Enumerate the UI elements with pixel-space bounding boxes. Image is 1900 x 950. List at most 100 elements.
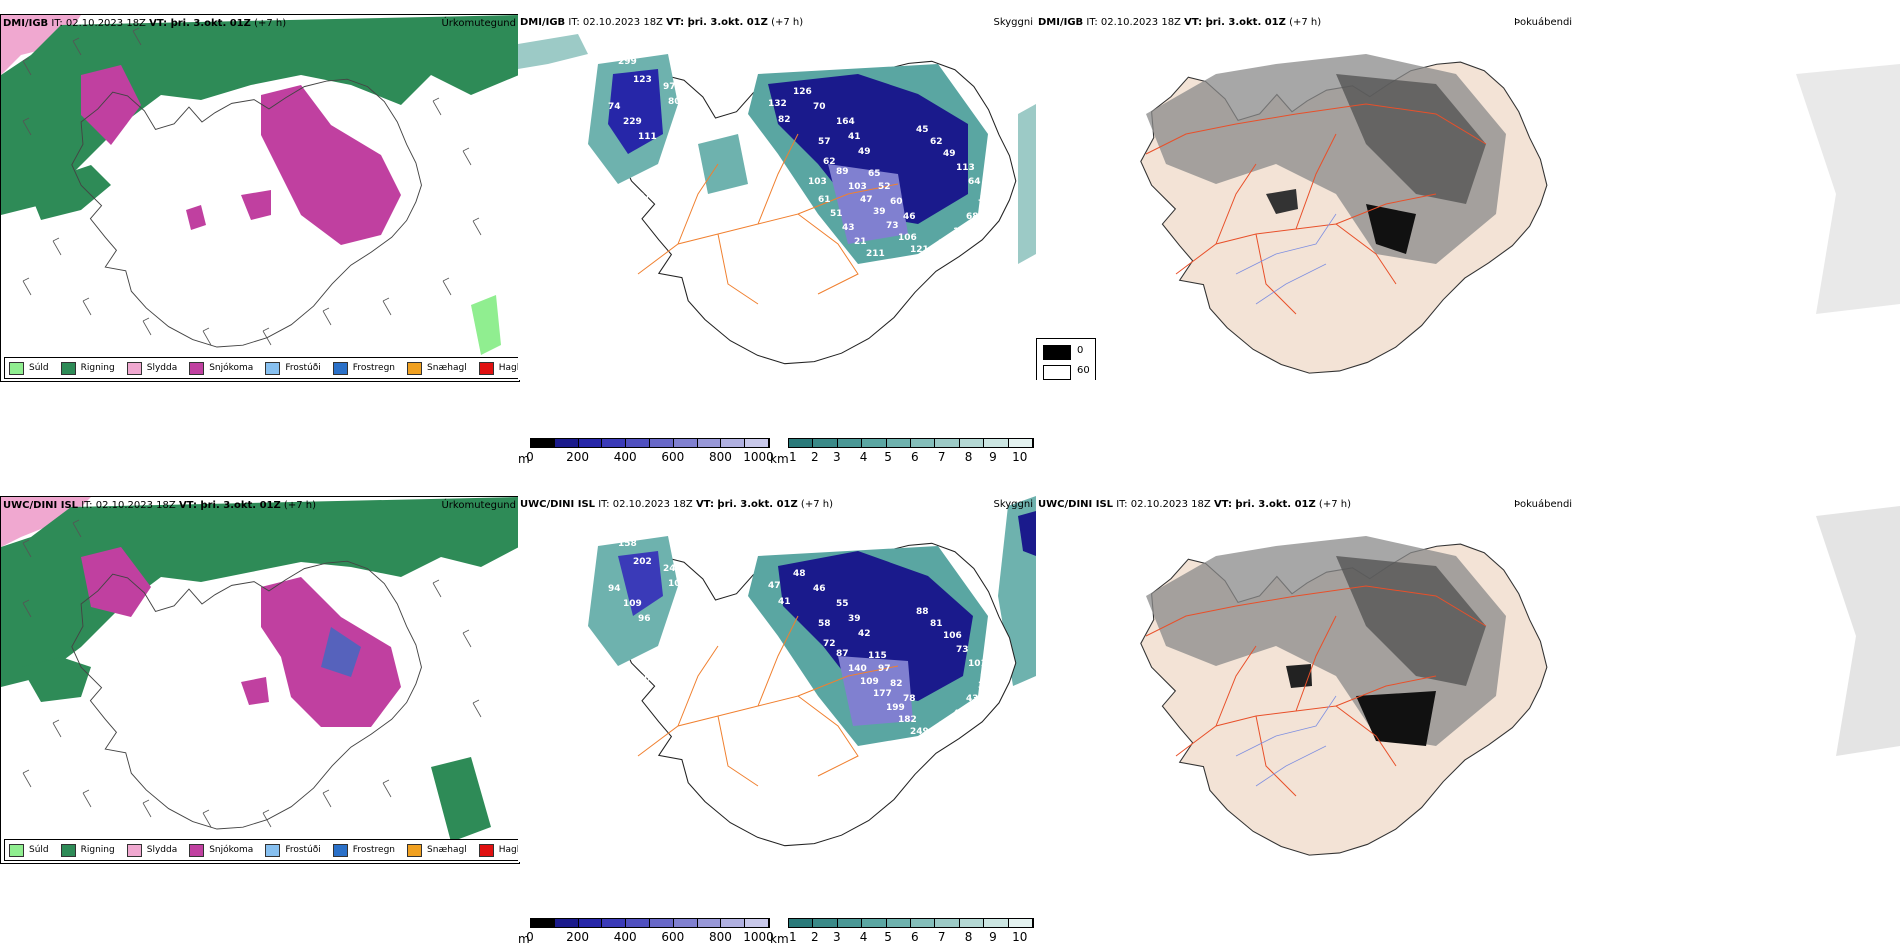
cloud-base-label: 37 xyxy=(980,673,993,683)
colorbar-bin xyxy=(531,919,555,927)
cloud-base-label: 72 xyxy=(823,639,836,649)
panel-header: UWC/DINI ISL IT: 02.10.2023 18Z VT: þri.… xyxy=(1038,499,1351,510)
legend-swatch xyxy=(126,361,142,375)
colorbar-bin xyxy=(935,919,960,927)
legend-item: Haglél xyxy=(478,843,520,857)
colorbar-tick: 800 xyxy=(708,450,732,464)
model-name: UWC/DINI ISL xyxy=(1038,499,1114,510)
init-time-label: IT: xyxy=(568,17,580,28)
colorbar-bin xyxy=(1008,439,1034,447)
cloud-base-label: 101 xyxy=(668,579,687,589)
panel-header: UWC/DINI ISL IT: 02.10.2023 18Z VT: þri.… xyxy=(520,499,833,510)
colorbar-bin xyxy=(578,439,603,447)
cloud-base-label: 72 xyxy=(678,624,691,634)
legend-label: Haglél xyxy=(498,363,520,373)
cloud-base-label: 164 xyxy=(836,117,855,127)
legend-item: Snæhagl xyxy=(407,361,467,375)
legend-item: Súld xyxy=(9,361,49,375)
init-time-value: 02.10.2023 18Z xyxy=(95,500,176,511)
cloud-base-colorbar-row1: m 0 200 400 600 800 1000 xyxy=(518,438,774,470)
precip-type-map-row2 xyxy=(1,497,519,863)
colorbar-tick: 800 xyxy=(708,930,732,944)
cloud-base-label: 57 xyxy=(938,239,951,249)
cloud-base-label: 51 xyxy=(830,209,843,219)
colorbar-tick: 6 xyxy=(911,450,919,464)
model-name: DMI/IGB xyxy=(520,17,566,28)
cloud-base-label: 82 xyxy=(890,679,903,689)
cloud-base-label: 70 xyxy=(813,102,826,112)
cloud-base-label: 68 xyxy=(966,212,979,222)
colorbar-bin xyxy=(602,439,627,447)
panel-header: DMI/IGB IT: 02.10.2023 18Z VT: þri. 3.ok… xyxy=(520,17,803,28)
cloud-base-label: 73 xyxy=(886,221,899,231)
panel-title: Skyggni xyxy=(993,499,1033,510)
valid-time: VT: þri. 3.okt. 01Z xyxy=(178,500,281,511)
cloud-base-label: 124 xyxy=(743,197,762,207)
cloud-base-label: 46 xyxy=(903,212,916,222)
model-name: DMI/IGB xyxy=(1038,17,1084,28)
colorbar-tick: 1 xyxy=(789,450,797,464)
cloud-base-label: 106 xyxy=(943,631,962,641)
colorbar-tick: 2 xyxy=(811,930,819,944)
cloud-base-label: 158 xyxy=(618,539,637,549)
colorbar-bin xyxy=(789,919,814,927)
cloud-base-label: 158 xyxy=(588,674,607,684)
init-time-label: IT: xyxy=(598,499,610,510)
legend-item: Rigning xyxy=(60,361,115,375)
legend-label: Haglél xyxy=(498,845,520,855)
visibility-colorbar-row1: km 1 2 3 4 5 6 7 8 9 10 xyxy=(770,438,1036,470)
legend-swatch xyxy=(1043,365,1071,380)
colorbar-bin xyxy=(911,439,936,447)
colorbar-tick: 8 xyxy=(964,930,973,944)
cloud-base-label: 94 xyxy=(608,584,621,594)
cloud-base-label: 86 xyxy=(723,609,736,619)
legend-label: Snæhagl xyxy=(427,845,467,855)
model-name: DMI/IGB xyxy=(3,18,49,29)
cloud-base-label: 39 xyxy=(873,207,886,217)
legend-swatch xyxy=(265,843,281,857)
cloud-base-label: 42 xyxy=(858,629,871,639)
colorbar-tick: 200 xyxy=(566,930,590,944)
init-time-label: IT: xyxy=(51,18,63,29)
colorbar-bin xyxy=(626,919,650,927)
cloud-base-label: 65 xyxy=(868,169,881,179)
legend-label: Snæhagl xyxy=(427,363,467,373)
colorbar-bin xyxy=(554,919,579,927)
cloud-base-label: 87 xyxy=(923,257,936,267)
colorbar-unit: m xyxy=(518,932,530,946)
cloud-base-label: 41 xyxy=(778,597,791,607)
legend-swatch xyxy=(265,361,281,375)
legend-swatch xyxy=(407,361,423,375)
cloud-base-label: 52 xyxy=(878,182,891,192)
init-time-label: IT: xyxy=(1086,17,1098,28)
colorbar-bin xyxy=(959,439,985,447)
valid-time: VT: þri. 3.okt. 01Z xyxy=(1213,499,1316,510)
panel-header: UWC/DINI ISL IT: 02.10.2023 18Z VT: þri.… xyxy=(3,500,316,511)
cloud-base-label: 64 xyxy=(968,177,981,187)
valid-time: VT: þri. 3.okt. 01Z xyxy=(1184,17,1286,28)
cloud-base-label: 78 xyxy=(978,199,991,209)
cloud-base-label: 82 xyxy=(723,127,736,137)
cloud-base-label: 62 xyxy=(930,137,943,147)
precip-type-panel-row1: DMI/IGB IT: 02.10.2023 18Z VT: þri. 3.ok… xyxy=(0,14,520,382)
colorbar-tick: 4 xyxy=(859,930,868,944)
cloud-panel-row2: 158 202 249 101 94 109 96 78 72 133 86 90 158 80 58 47 4… xyxy=(518,496,1036,862)
lead-time: (+7 h) xyxy=(254,18,287,29)
legend-item: Rigning xyxy=(60,843,115,857)
cloud-base-label: 101 xyxy=(968,659,987,669)
cloud-base-label: 61 xyxy=(588,192,601,202)
cloud-base-label: 188 xyxy=(938,721,957,731)
panel-title: Úrkomutegund xyxy=(441,500,516,511)
valid-time: VT: þri. 3.okt. 01Z xyxy=(666,17,768,28)
colorbar-strip xyxy=(788,438,1034,448)
colorbar-bin xyxy=(673,439,698,447)
colorbar-bin xyxy=(862,919,887,927)
colorbar-tick: 9 xyxy=(989,930,997,944)
cloud-base-label: 43 xyxy=(842,223,855,233)
panel-title: Úrkomutegund xyxy=(441,18,516,29)
cloud-base-label: 140 xyxy=(848,664,867,674)
panel-title: Skyggni xyxy=(993,17,1033,28)
lead-time: (+7 h) xyxy=(1318,499,1351,510)
colorbar-tick: 5 xyxy=(884,450,892,464)
